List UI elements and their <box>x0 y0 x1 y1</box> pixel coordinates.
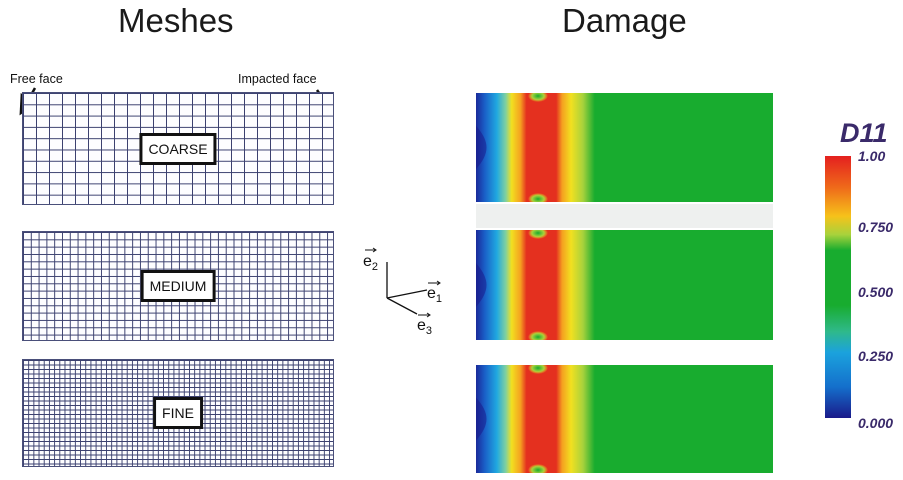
damage-map-medium <box>476 230 773 340</box>
damage-field <box>476 365 773 473</box>
medium-mesh: MEDIUM <box>22 231 334 341</box>
medium-mesh-label: MEDIUM <box>140 270 216 302</box>
coarse-mesh-label: COARSE <box>139 132 217 165</box>
damage-spot <box>528 93 548 102</box>
colorbar-tick: 0.000 <box>858 415 894 431</box>
damage-spot <box>528 365 548 374</box>
damage-map-coarse <box>476 93 773 202</box>
colorbar-tick: 1.00 <box>858 148 886 164</box>
colorbar-title: D11 <box>840 118 888 148</box>
axis-e1-label: e1 <box>427 285 442 305</box>
damage-separator <box>476 204 773 228</box>
colorbar-tick: 0.500 <box>858 284 894 300</box>
colorbar-tick: 0.750 <box>858 219 894 235</box>
damage-heading: Damage <box>562 2 687 39</box>
damage-spot <box>528 331 548 340</box>
damage-edge <box>476 125 487 170</box>
damage-spot <box>528 464 548 473</box>
axis-e3-label: e3 <box>417 317 432 337</box>
colorbar <box>825 156 851 418</box>
damage-spot <box>528 230 548 239</box>
fine-mesh-label: FINE <box>153 397 203 429</box>
impacted-face-label: Impacted face <box>238 72 317 86</box>
axis-e2-label: e2 <box>363 253 378 273</box>
damage-edge <box>476 263 487 307</box>
damage-spot <box>528 193 548 202</box>
meshes-heading: Meshes <box>118 2 234 39</box>
damage-edge <box>476 397 487 441</box>
fine-mesh: FINE <box>22 359 334 467</box>
damage-field <box>476 93 773 202</box>
coordinate-axes: e2 e1 e3 <box>363 247 442 337</box>
damage-map-fine <box>476 365 773 473</box>
damage-field <box>476 230 773 340</box>
coarse-mesh: COARSE <box>22 92 334 205</box>
free-face-label: Free face <box>10 72 63 86</box>
colorbar-tick: 0.250 <box>858 348 894 364</box>
